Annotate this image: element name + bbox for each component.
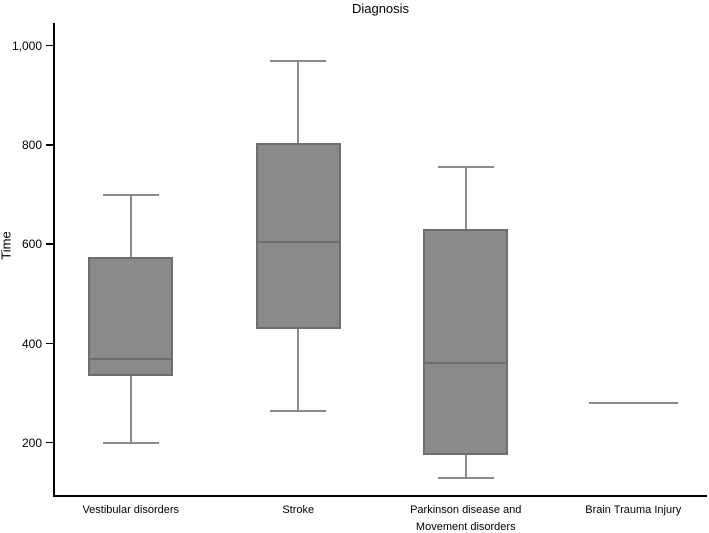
median-line bbox=[423, 362, 509, 365]
whisker-upper-line bbox=[129, 194, 132, 257]
x-category-label: Vestibular disorders bbox=[41, 502, 221, 519]
whisker-cap-top bbox=[102, 193, 159, 196]
chart-title: Diagnosis bbox=[351, 1, 410, 16]
iqr-box bbox=[255, 142, 341, 329]
x-category-label-line: Parkinson disease and bbox=[410, 504, 522, 516]
x-axis-line bbox=[53, 495, 707, 497]
whisker-cap-bottom bbox=[270, 409, 327, 412]
median-line bbox=[255, 240, 341, 243]
whisker-lower-line bbox=[464, 455, 467, 478]
y-tick-label: 800 bbox=[21, 138, 42, 153]
whisker-cap-top bbox=[437, 166, 494, 169]
iqr-box bbox=[423, 229, 509, 456]
whisker-cap-bottom bbox=[437, 476, 494, 479]
iqr-box bbox=[88, 256, 174, 376]
median-line bbox=[88, 357, 174, 360]
y-tick-mark bbox=[46, 342, 54, 345]
x-category-label-line: Vestibular disorders bbox=[82, 504, 180, 516]
whisker-upper-line bbox=[464, 167, 467, 230]
whisker-cap-bottom bbox=[102, 441, 159, 444]
x-category-label: Brain Trauma Injury bbox=[543, 502, 709, 519]
x-category-label: Stroke bbox=[208, 502, 388, 519]
y-tick-label: 200 bbox=[21, 435, 42, 450]
whisker-cap-top bbox=[270, 59, 327, 62]
whisker-lower-line bbox=[129, 375, 132, 443]
y-tick-mark bbox=[46, 44, 54, 47]
median-line bbox=[588, 402, 678, 405]
x-category-label-line: Movement disorders bbox=[415, 521, 516, 533]
y-tick-mark bbox=[46, 441, 54, 444]
x-category-label: Parkinson disease and Movement disorders bbox=[376, 502, 556, 533]
x-category-label-line: Brain Trauma Injury bbox=[585, 504, 682, 516]
y-tick-label: 1,000 bbox=[11, 38, 42, 53]
y-tick-label: 600 bbox=[21, 237, 42, 252]
x-category-label-line: Stroke bbox=[282, 504, 315, 516]
y-tick-mark bbox=[46, 144, 54, 146]
whisker-lower-line bbox=[297, 328, 300, 411]
whisker-upper-line bbox=[297, 60, 300, 143]
y-tick-label: 400 bbox=[21, 336, 42, 351]
y-tick-mark bbox=[46, 243, 54, 245]
y-axis-line bbox=[53, 23, 55, 497]
